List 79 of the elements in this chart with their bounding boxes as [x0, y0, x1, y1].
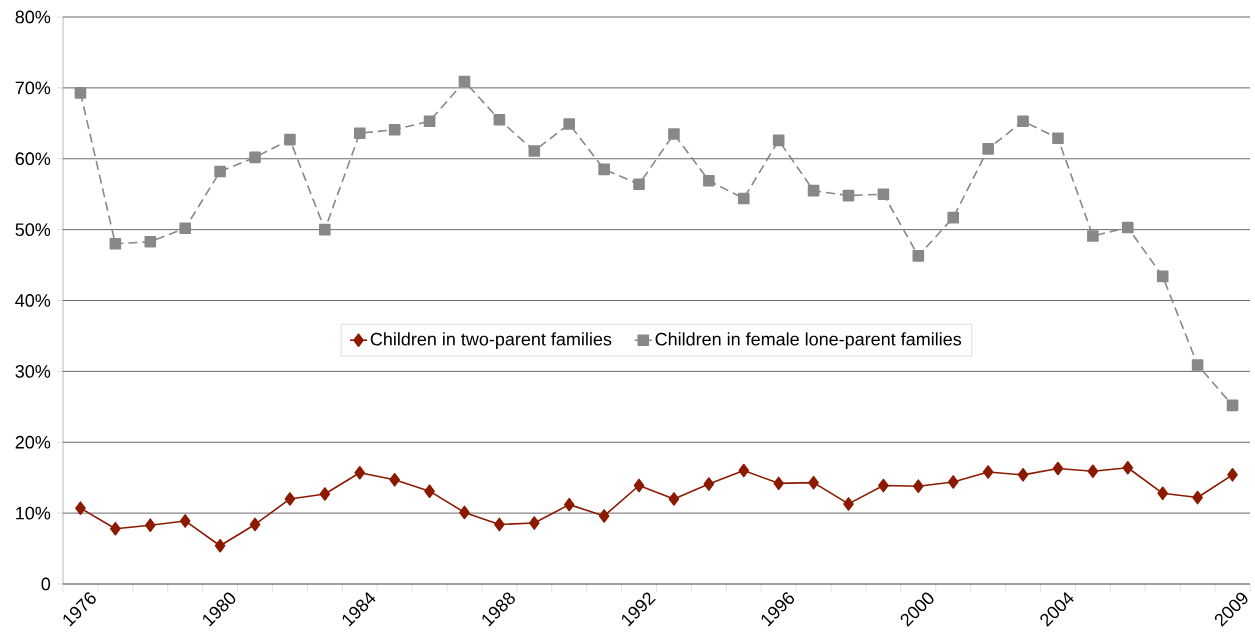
point	[1052, 132, 1064, 144]
point	[214, 538, 226, 553]
point	[1156, 270, 1169, 283]
point	[424, 484, 435, 498]
point	[528, 145, 541, 157]
point	[1017, 115, 1029, 127]
point	[1017, 468, 1029, 482]
y-tick-label: 80%	[15, 10, 51, 24]
point	[598, 509, 610, 523]
point	[353, 127, 366, 140]
point	[737, 192, 750, 205]
point	[633, 478, 645, 493]
point	[249, 517, 261, 532]
point	[144, 235, 157, 248]
point	[668, 128, 680, 140]
point	[598, 163, 610, 176]
point	[842, 189, 855, 202]
point	[214, 165, 226, 178]
point	[319, 223, 331, 236]
legend-label: Children in two-parent families	[370, 332, 612, 350]
point	[284, 492, 296, 506]
point	[982, 465, 994, 479]
y-tick-label: 40%	[15, 294, 51, 307]
point	[179, 222, 191, 235]
point	[912, 250, 925, 262]
point	[319, 487, 331, 501]
point	[459, 505, 470, 520]
point	[493, 113, 506, 126]
point	[772, 134, 785, 147]
point	[947, 475, 959, 489]
point	[773, 476, 784, 491]
point	[843, 497, 854, 511]
legend-label: Children in female lone-parent families	[655, 332, 962, 350]
y-tick-label: 60%	[15, 152, 51, 166]
y-tick-label: 30%	[15, 365, 51, 378]
point	[1122, 460, 1134, 475]
y-tick-label: 20%	[15, 435, 51, 449]
point	[179, 514, 191, 528]
point	[947, 211, 960, 224]
point	[144, 518, 156, 532]
point	[1192, 490, 1203, 505]
point	[738, 463, 750, 478]
point	[807, 184, 820, 197]
point	[563, 497, 575, 512]
y-tick-label: 70%	[15, 81, 51, 95]
point	[423, 115, 436, 127]
point	[563, 118, 576, 130]
point	[529, 516, 540, 530]
point	[75, 501, 86, 515]
y-tick-label: 50%	[15, 223, 51, 236]
point	[668, 492, 680, 506]
y-tick-label: 0	[41, 577, 51, 591]
point	[388, 123, 401, 136]
point	[808, 475, 819, 490]
point	[878, 478, 889, 493]
y-tick-label: 10%	[16, 506, 51, 520]
point	[982, 143, 994, 155]
point	[1227, 468, 1238, 482]
point	[110, 521, 121, 536]
point	[284, 133, 296, 146]
point	[633, 178, 645, 191]
point	[1052, 461, 1064, 476]
point	[1087, 464, 1099, 479]
point	[494, 517, 505, 532]
point	[249, 151, 261, 164]
point	[1191, 359, 1204, 371]
point	[389, 473, 400, 487]
point	[458, 75, 471, 88]
point	[1121, 221, 1134, 234]
point	[1087, 230, 1099, 242]
point	[354, 465, 366, 480]
point	[913, 479, 924, 493]
point	[1157, 486, 1168, 501]
point	[703, 174, 715, 187]
point	[877, 188, 890, 200]
point	[109, 238, 122, 250]
point	[74, 87, 87, 99]
point	[1226, 399, 1239, 412]
point	[703, 477, 715, 491]
